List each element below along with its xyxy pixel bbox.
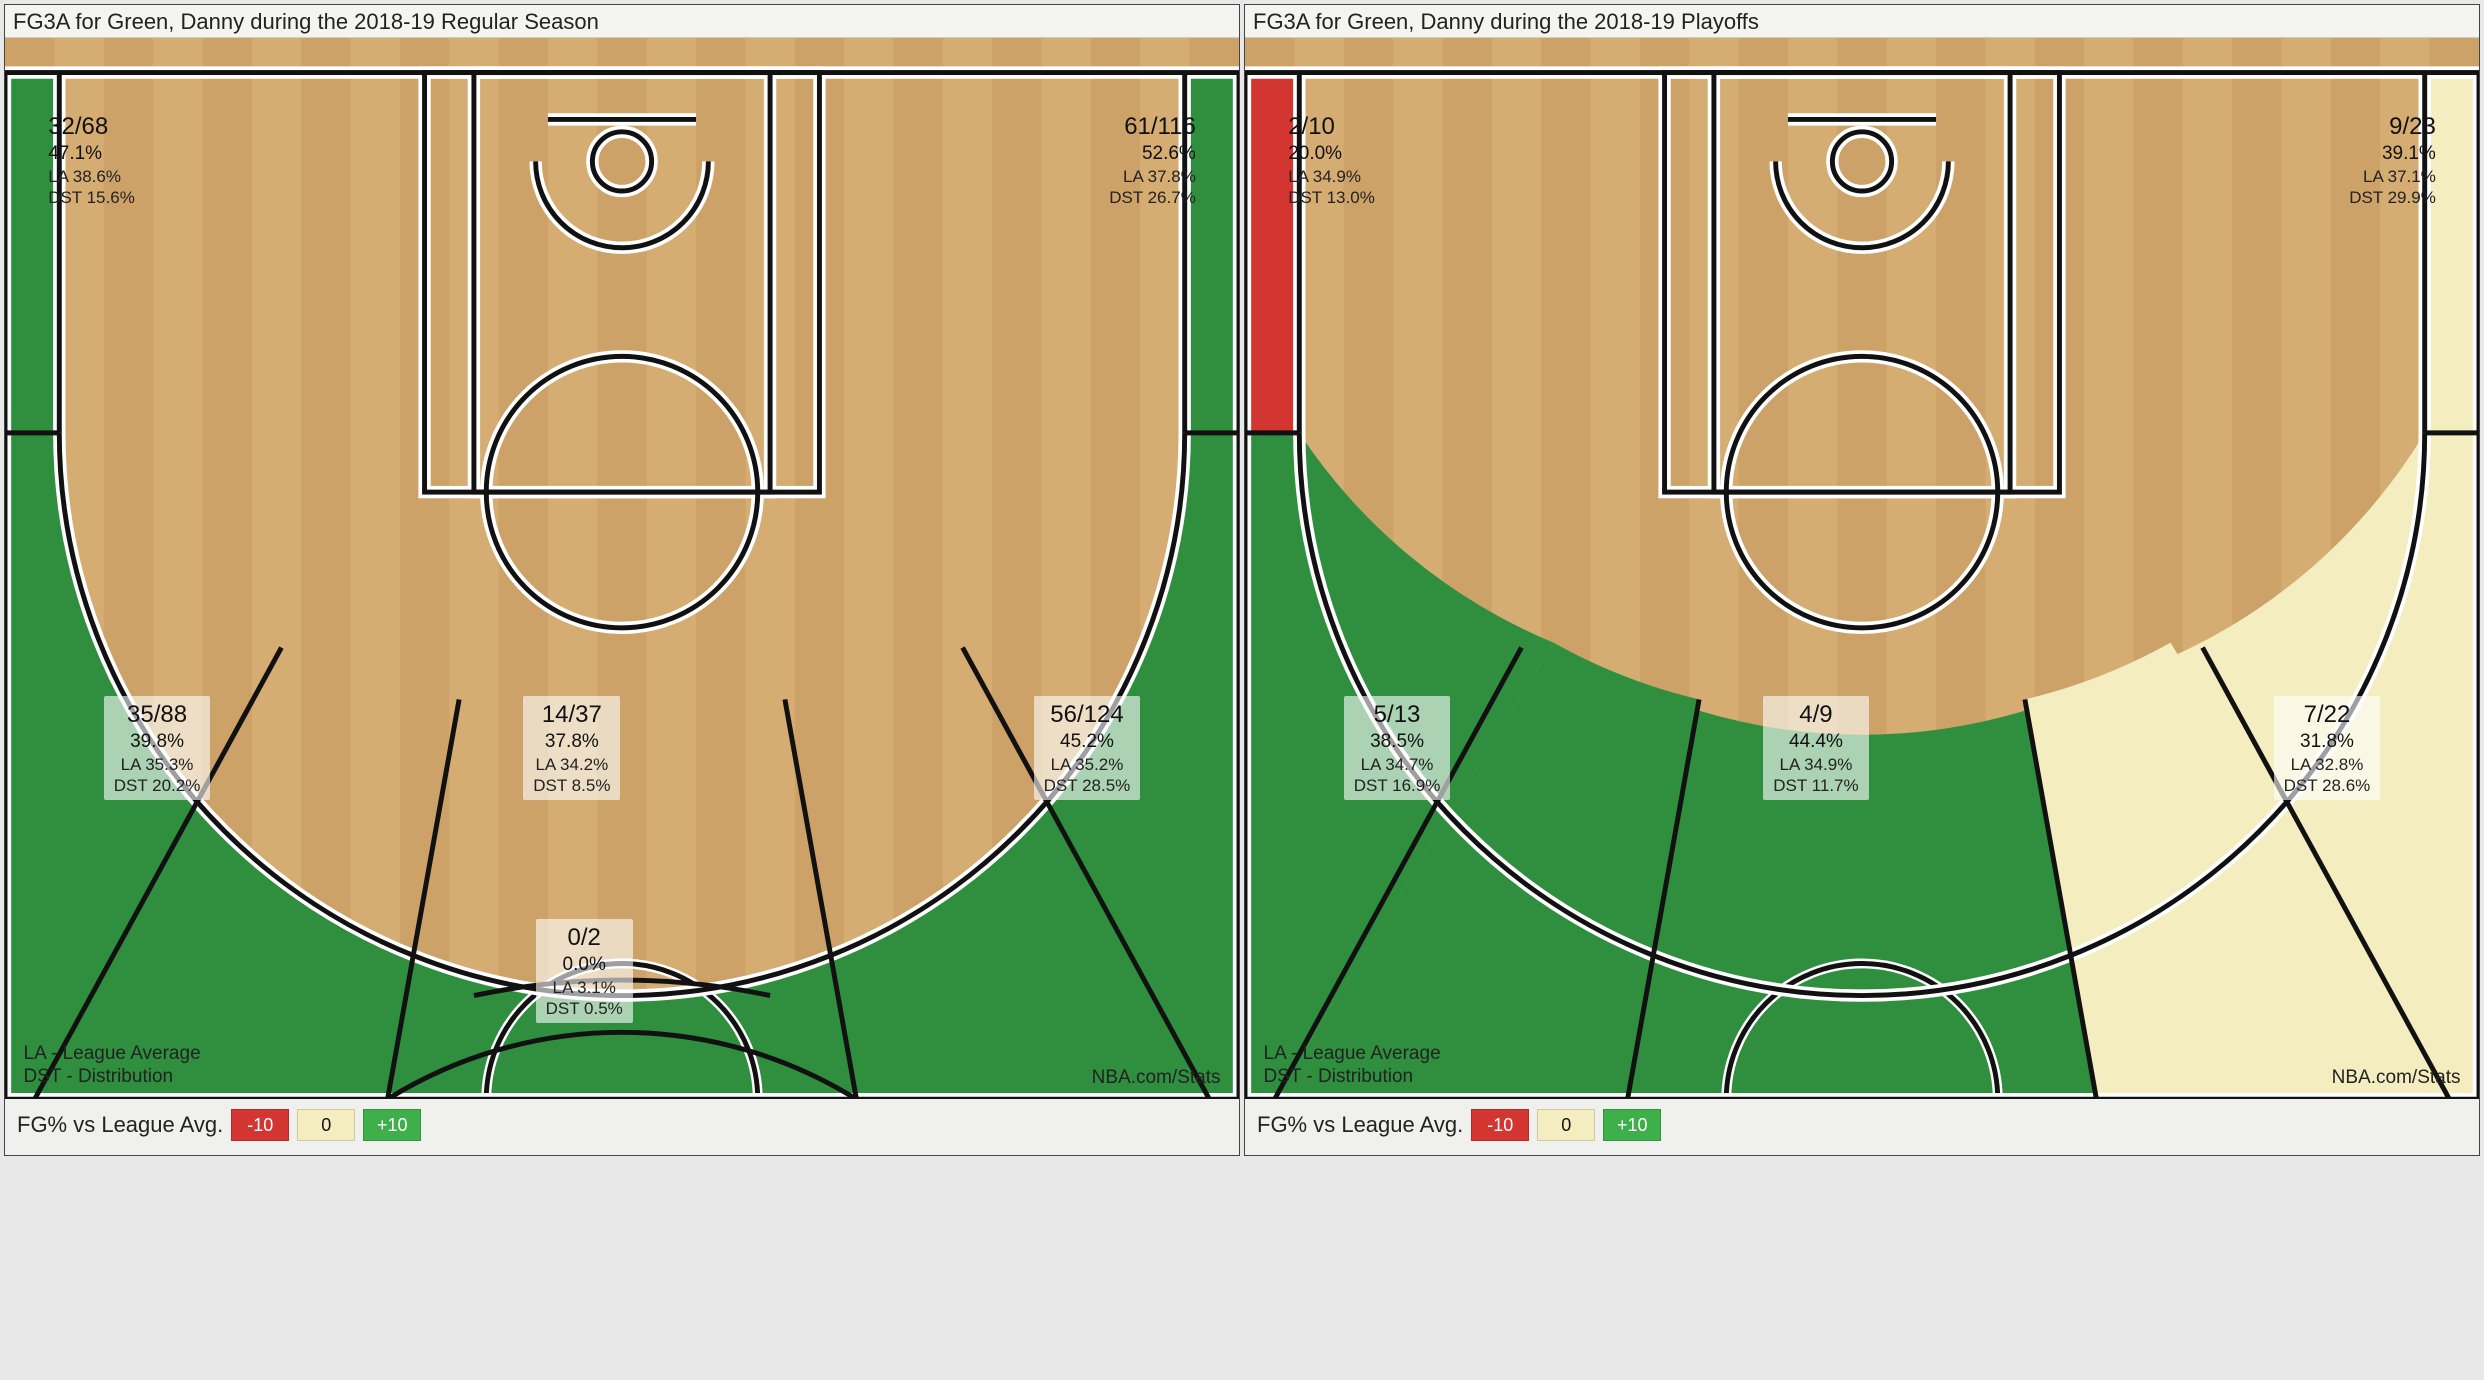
legend-swatch-pos: +10 (363, 1109, 421, 1141)
zone-deep: 0/2 0.0% LA 3.1% DST 0.5% (536, 919, 633, 1023)
court-area: 32/68 47.1% LA 38.6% DST 15.6% 61/116 52… (5, 38, 1239, 1099)
panel-title: FG3A for Green, Danny during the 2018-19… (5, 5, 1239, 38)
court-svg (1245, 38, 2479, 1099)
zone-top: 14/37 37.8% LA 34.2% DST 8.5% (523, 696, 620, 800)
attribution: NBA.com/Stats (1092, 1067, 1221, 1089)
legend-label: FG% vs League Avg. (17, 1112, 223, 1138)
zone-wing-right: 56/124 45.2% LA 35.2% DST 28.5% (1034, 696, 1141, 800)
zone-corner-right: 9/23 39.1% LA 37.1% DST 29.9% (2349, 112, 2436, 208)
legend-note-left: LA - League Average DST - Distribution (1264, 1043, 1441, 1089)
legend-swatch-zero: 0 (297, 1109, 355, 1141)
legend-row: FG% vs League Avg. -10 0 +10 (1245, 1099, 2479, 1155)
legend-note-left: LA - League Average DST - Distribution (24, 1043, 201, 1089)
zone-top: 4/9 44.4% LA 34.9% DST 11.7% (1763, 696, 1868, 800)
shot-chart-pair: FG3A for Green, Danny during the 2018-19… (4, 4, 2480, 1156)
legend-swatch-zero: 0 (1537, 1109, 1595, 1141)
court-area: 2/10 20.0% LA 34.9% DST 13.0% 9/23 39.1%… (1245, 38, 2479, 1099)
panel-title: FG3A for Green, Danny during the 2018-19… (1245, 5, 2479, 38)
attribution: NBA.com/Stats (2332, 1067, 2461, 1089)
legend-row: FG% vs League Avg. -10 0 +10 (5, 1099, 1239, 1155)
zone-wing-right: 7/22 31.8% LA 32.8% DST 28.6% (2274, 696, 2381, 800)
shot-chart-panel-regular: FG3A for Green, Danny during the 2018-19… (4, 4, 1240, 1156)
zone-wing-left: 5/13 38.5% LA 34.7% DST 16.9% (1344, 696, 1451, 800)
shot-chart-panel-playoffs: FG3A for Green, Danny during the 2018-19… (1244, 4, 2480, 1156)
zone-wing-left: 35/88 39.8% LA 35.3% DST 20.2% (104, 696, 211, 800)
zone-corner-right: 61/116 52.6% LA 37.8% DST 26.7% (1109, 112, 1196, 208)
legend-swatch-neg: -10 (1471, 1109, 1529, 1141)
zone-corner-left: 2/10 20.0% LA 34.9% DST 13.0% (1288, 112, 1375, 208)
legend-swatch-pos: +10 (1603, 1109, 1661, 1141)
legend-swatch-neg: -10 (231, 1109, 289, 1141)
legend-label: FG% vs League Avg. (1257, 1112, 1463, 1138)
zone-corner-left: 32/68 47.1% LA 38.6% DST 15.6% (48, 112, 135, 208)
